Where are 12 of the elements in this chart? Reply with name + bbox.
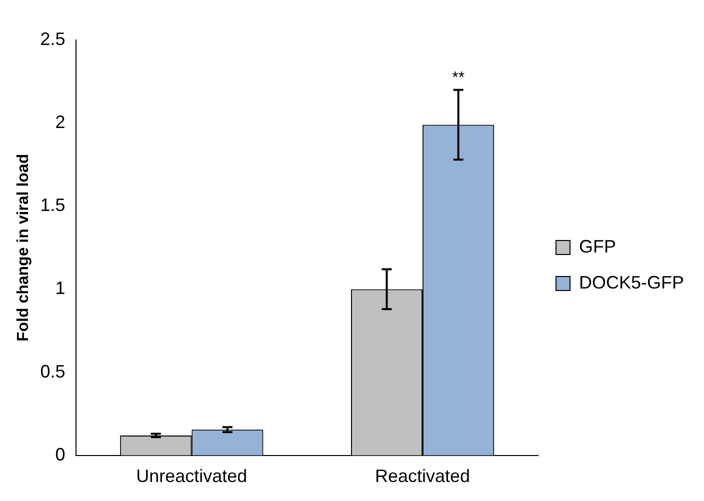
y-tick-label: 1 (55, 278, 66, 298)
y-tick-label: 0 (55, 444, 66, 464)
legend-label: GFP (578, 236, 616, 256)
y-tick-label: 2 (55, 112, 66, 132)
x-tick-label: Unreactivated (136, 466, 248, 486)
y-tick-label: 2.5 (40, 28, 66, 49)
y-tick-label: 1.5 (40, 195, 66, 216)
legend-label: DOCK5-GFP (578, 272, 684, 292)
y-tick-label: 0.5 (40, 361, 66, 382)
x-tick-label: Reactivated (375, 466, 470, 486)
annotation: ** (452, 69, 465, 86)
y-axis-title: Fold change in viral load (15, 154, 32, 342)
